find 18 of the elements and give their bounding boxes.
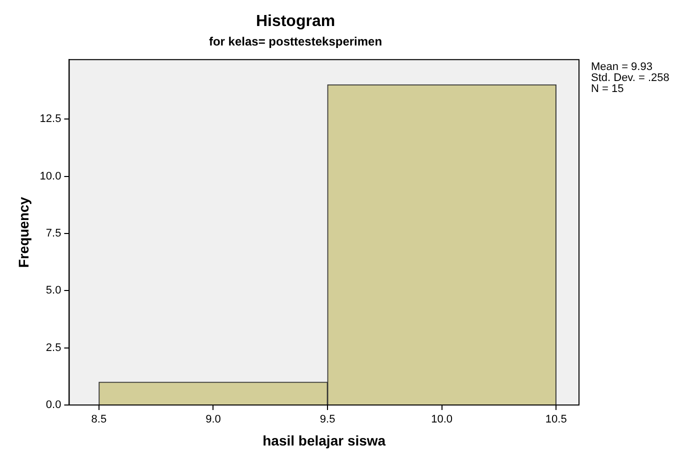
text: Std. Dev. = .258 <box>591 72 670 84</box>
x-tick-label: 9.5 <box>320 414 336 426</box>
y-tick-label: 2.5 <box>46 342 62 354</box>
y-tick-label: 0.0 <box>46 399 62 412</box>
x-tick-label: 10.5 <box>545 414 567 426</box>
y-axis-title: Frequency <box>15 196 32 268</box>
y-tick-label: 7.5 <box>46 227 62 240</box>
y-tick-label: 5.0 <box>46 284 62 297</box>
chart-subtitle: for kelas= posttesteksperimen <box>208 34 382 49</box>
x-tick-label: 9.0 <box>206 414 221 426</box>
x-tick-label: 8.5 <box>91 414 107 426</box>
y-tick-label: 12.5 <box>40 113 62 126</box>
x-tick-label: 10.0 <box>431 414 453 426</box>
text: Mean = 9.93 <box>591 61 652 74</box>
text: N = 15 <box>591 83 624 96</box>
x-axis-title: hasil belajar siswa <box>262 432 386 448</box>
y-tick-label: 10.0 <box>40 170 62 182</box>
chart-title: Histogram <box>256 13 336 30</box>
